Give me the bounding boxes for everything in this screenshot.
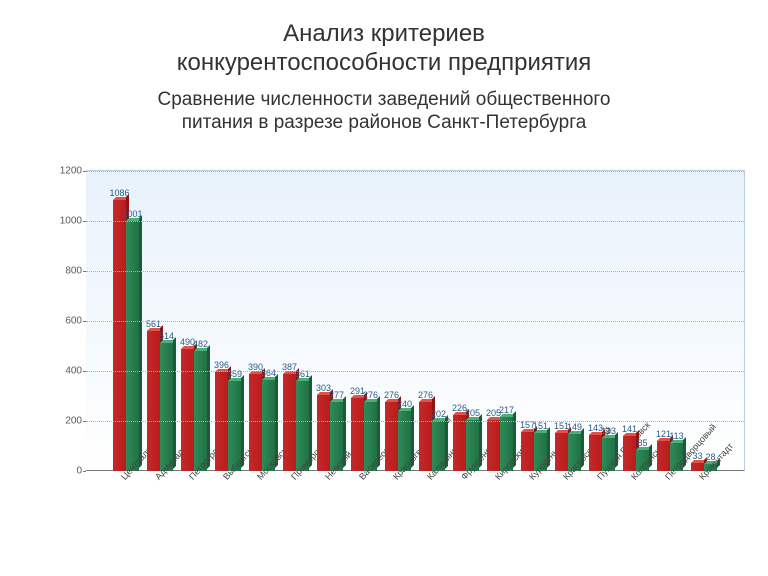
y-axis-tick-label: 400 <box>48 366 82 377</box>
y-axis-tick <box>83 371 86 372</box>
y-axis-tick <box>83 421 86 422</box>
bar-value-label: 133 <box>601 426 616 436</box>
subtitle-line-1: Сравнение численности заведений обществе… <box>158 89 611 110</box>
bar: 143 <box>589 435 602 471</box>
y-axis-tick-label: 0 <box>48 466 82 477</box>
bar-value-label: 277 <box>329 390 344 400</box>
plot-area: 10861001Центральный561514Адмиралтейский4… <box>86 170 745 471</box>
gridline <box>86 171 744 172</box>
bar-value-label: 217 <box>499 405 514 415</box>
page-subtitle: Сравнение численности заведений обществе… <box>0 78 768 136</box>
bar: 226 <box>453 415 466 472</box>
bar-value-label: 85 <box>637 438 647 448</box>
bar: 390 <box>249 374 262 472</box>
bar: 387 <box>283 374 296 471</box>
bar: 1086 <box>113 200 126 472</box>
bar-value-label: 240 <box>397 399 412 409</box>
bar-value-label: 514 <box>159 331 174 341</box>
gridline <box>86 271 744 272</box>
bar: 151 <box>555 433 568 471</box>
bar: 1001 <box>126 221 139 471</box>
bar-value-label: 364 <box>261 368 276 378</box>
bar-value-label: 276 <box>418 390 433 400</box>
title-line-2: конкурентоспособности предприятия <box>177 49 592 76</box>
bar-value-label: 151 <box>533 421 548 431</box>
bar: 303 <box>317 395 330 471</box>
y-axis-tick <box>83 271 86 272</box>
title-line-1: Анализ критериев <box>283 20 485 47</box>
bar: 205 <box>487 420 500 471</box>
y-axis-tick <box>83 321 86 322</box>
bar: 157 <box>521 432 534 471</box>
bar-value-label: 113 <box>669 431 683 441</box>
bar: 561 <box>147 331 160 471</box>
bar: 291 <box>351 398 364 471</box>
bar-value-label: 276 <box>363 390 378 400</box>
gridline <box>86 421 744 422</box>
bar: 514 <box>160 343 173 472</box>
gridline <box>86 371 744 372</box>
bar-value-label: 482 <box>193 339 208 349</box>
page-title: Анализ критериев конкурентоспособности п… <box>0 0 768 78</box>
y-axis-tick-label: 1000 <box>48 216 82 227</box>
bar-value-label: 202 <box>431 409 446 419</box>
bar-chart: 10861001Центральный561514Адмиралтейский4… <box>48 170 748 570</box>
bar: 276 <box>385 402 398 471</box>
y-axis-tick <box>83 221 86 222</box>
y-axis-tick-label: 600 <box>48 316 82 327</box>
bar-value-label: 33 <box>692 451 702 461</box>
bar-value-label: 149 <box>567 422 582 432</box>
gridline <box>86 321 744 322</box>
y-axis-tick-label: 1200 <box>48 166 82 177</box>
bar: 121 <box>657 441 670 471</box>
subtitle-line-2: питания в разрезе районов Санкт-Петербур… <box>182 112 587 133</box>
bar-value-label: 205 <box>465 408 480 418</box>
y-axis-tick <box>83 171 86 172</box>
bar-value-label: 1001 <box>122 209 142 219</box>
gridline <box>86 221 744 222</box>
bar: 490 <box>181 349 194 472</box>
y-axis-tick-label: 800 <box>48 266 82 277</box>
bar: 141 <box>623 436 636 471</box>
bar-value-label: 1086 <box>109 188 129 198</box>
y-axis-tick <box>83 471 86 472</box>
y-axis-tick-label: 200 <box>48 416 82 427</box>
bar-value-label: 141 <box>622 424 637 434</box>
